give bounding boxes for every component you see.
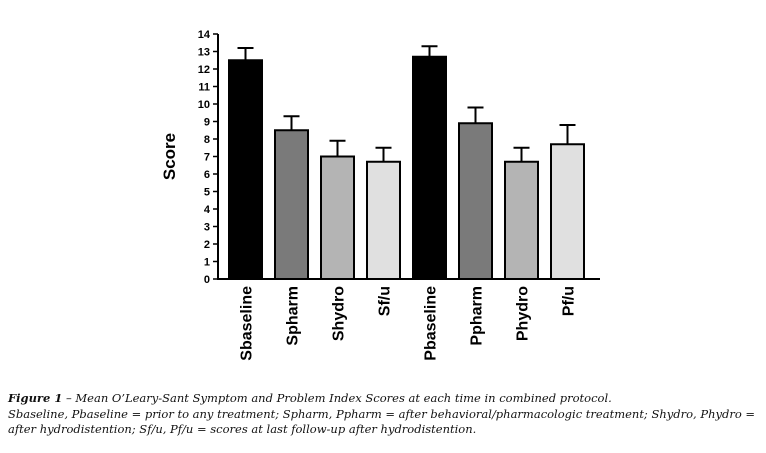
- bar: [550, 143, 585, 280]
- caption-title-line: Figure 1 – Mean O’Leary-Sant Symptom and…: [8, 391, 760, 407]
- y-tick-label: 5: [204, 187, 210, 199]
- bar: [274, 129, 309, 280]
- figure-caption: Figure 1 – Mean O’Leary-Sant Symptom and…: [8, 391, 760, 438]
- bar: [228, 59, 263, 280]
- category-label: Pbaseline: [423, 286, 440, 361]
- y-tick-label: 7: [204, 152, 210, 164]
- y-tick-label: 10: [198, 99, 210, 111]
- y-tick-label: 13: [198, 47, 210, 59]
- y-tick-label: 9: [204, 117, 210, 129]
- bar: [366, 160, 401, 280]
- y-tick-label: 2: [204, 239, 210, 251]
- y-tick-label: 3: [204, 222, 210, 234]
- caption-title: – Mean O’Leary-Sant Symptom and Problem …: [62, 391, 612, 405]
- y-tick-label: 12: [198, 64, 210, 76]
- category-label: Pf/u: [561, 286, 578, 316]
- bar: [458, 122, 493, 280]
- category-label: Shydro: [331, 286, 348, 341]
- category-label: Phydro: [515, 286, 532, 341]
- bar: [412, 55, 447, 280]
- category-label: Sbaseline: [239, 286, 256, 361]
- caption-legend: Sbaseline, Pbaseline = prior to any trea…: [8, 406, 756, 437]
- y-axis-label: Score: [160, 133, 179, 180]
- y-tick-label: 8: [204, 134, 210, 146]
- bar: [504, 160, 539, 280]
- figure-label: Figure 1: [8, 391, 63, 405]
- y-tick-label: 0: [204, 274, 210, 286]
- category-label: Spharm: [285, 286, 302, 346]
- y-tick-label: 6: [204, 169, 210, 181]
- y-tick-label: 1: [204, 257, 210, 269]
- y-tick-label: 11: [198, 82, 210, 94]
- category-label: Ppharm: [469, 286, 486, 346]
- y-tick-label: 4: [204, 204, 211, 216]
- category-label: Sf/u: [377, 286, 394, 316]
- bar: [320, 155, 355, 280]
- y-tick-label: 14: [198, 29, 211, 41]
